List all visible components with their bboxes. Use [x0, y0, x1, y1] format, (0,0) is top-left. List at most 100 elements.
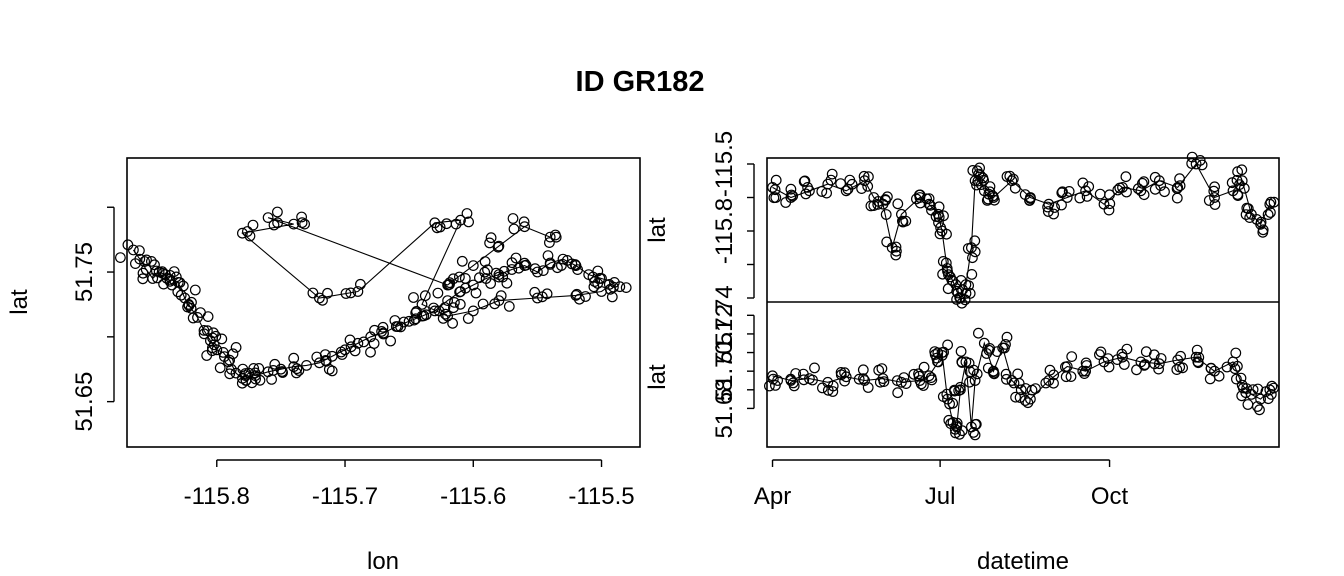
left-track-point — [114, 252, 126, 264]
right-top-series-point — [890, 249, 902, 261]
right-bottom-series-point — [1012, 368, 1024, 380]
right-top-series-point — [1255, 216, 1267, 228]
left-track-point — [596, 286, 607, 297]
right-bottom-series-point — [956, 425, 968, 437]
left-track-point — [358, 336, 370, 348]
right-x-axis: Apr Jul Oct — [754, 459, 1129, 510]
left-track-point — [174, 277, 186, 289]
left-track-point — [529, 263, 541, 275]
left-track-point — [133, 245, 145, 257]
right-x-axis-label: datetime — [977, 548, 1069, 575]
left-track-point — [214, 362, 226, 374]
right-top-series-point — [780, 197, 792, 208]
right-top-series-point — [960, 288, 972, 299]
right-top-y-axis-label: lat — [644, 217, 671, 243]
left-track-point — [272, 206, 283, 218]
left-track-point — [470, 287, 482, 299]
right-top-series-point — [1063, 185, 1075, 197]
right-top-series-point — [856, 183, 867, 195]
left-track-point — [224, 368, 236, 380]
right-top-series-point — [1196, 159, 1208, 171]
left-track-point — [230, 342, 242, 353]
right-bottom-series-point — [1153, 363, 1164, 375]
left-plot-frame — [126, 157, 641, 448]
right-top-series-point — [933, 211, 945, 223]
time-series-panel: Apr Jul Oct -115.5-115.8 51.6851.7051.7251… — [644, 131, 1280, 575]
right-top-series-point — [1234, 179, 1245, 191]
left-track-point — [223, 356, 234, 368]
right-bottom-series-point — [915, 378, 927, 390]
right-bottom-series-point — [1000, 368, 1012, 380]
right-bottom-series-point — [1148, 349, 1160, 361]
right-top-series-point — [984, 181, 996, 193]
right-top-series-point — [825, 174, 837, 186]
right-top-series-point — [967, 164, 979, 176]
right-bottom-series-point — [991, 346, 1003, 358]
left-track-point — [544, 231, 556, 243]
left-track-series — [114, 206, 632, 389]
left-track-point — [170, 271, 182, 283]
left-track-point — [403, 315, 415, 327]
right-bottom-series-point — [988, 367, 1000, 379]
right-top-series-point — [892, 198, 904, 210]
right-bottom-series-point — [1081, 360, 1092, 371]
right-bottom-series-point — [1013, 377, 1025, 389]
right-bottom-series-point — [964, 376, 975, 388]
right-bottom-series-point — [1015, 384, 1027, 396]
right-top-series-point — [1138, 176, 1150, 188]
right-bottom-series-point — [955, 346, 967, 357]
right-top-series-point — [880, 209, 892, 220]
left-track-point — [267, 365, 279, 376]
left-track-point — [182, 301, 194, 313]
left-x-tick-label: -115.8 — [184, 483, 250, 510]
left-track-point — [477, 298, 489, 310]
left-track-point — [319, 349, 331, 361]
right-bottom-series-point — [1254, 404, 1265, 416]
right-bottom-series-point — [891, 375, 903, 387]
left-track-point — [418, 310, 430, 322]
right-top-series-point — [969, 246, 981, 258]
right-top-series-point — [1007, 173, 1019, 185]
right-top-series-point — [1264, 207, 1276, 218]
right-bottom-series-point — [767, 373, 779, 385]
right-top-series-point — [1257, 226, 1269, 238]
right-bottom-series-point — [1040, 377, 1052, 389]
left-x-tick-label: -115.6 — [440, 483, 506, 510]
right-top-series-point — [1024, 194, 1035, 206]
right-top-series-point — [858, 170, 870, 182]
left-track-point — [175, 289, 187, 301]
right-top-series-point — [1081, 190, 1093, 202]
right-bottom-y-tick-label: 51.72 — [711, 304, 738, 364]
right-bottom-series-point — [1266, 380, 1278, 392]
right-x-tick-label: Oct — [1091, 483, 1129, 510]
left-track-point — [460, 282, 471, 294]
right-bottom-series-point — [1242, 399, 1254, 410]
right-bottom-series-point — [1255, 393, 1266, 405]
left-track-point — [588, 281, 600, 293]
right-bottom-series-point — [1044, 364, 1056, 376]
right-bottom-series-point — [1241, 383, 1252, 395]
left-track-point — [288, 218, 300, 230]
figure-title: ID GR182 — [576, 66, 705, 98]
left-track-point — [449, 297, 460, 308]
left-track-point — [479, 256, 491, 268]
right-bottom-series-point — [839, 367, 850, 379]
right-top-series-point — [1120, 171, 1132, 183]
left-track-point — [448, 302, 459, 314]
right-top-series-point — [802, 181, 813, 193]
right-top-series-point — [978, 174, 989, 186]
right-bottom-series-point — [892, 387, 904, 399]
right-bottom-series-point — [1078, 368, 1090, 380]
left-track-point — [614, 281, 626, 293]
right-bottom-series-point — [1240, 387, 1252, 399]
right-top-y-tick-label: -115.8 — [711, 198, 738, 264]
left-track-point — [227, 348, 239, 360]
left-x-axis: -115.8 -115.7 -115.6 -115.5 — [184, 459, 635, 510]
right-bottom-series-point — [1030, 383, 1041, 395]
left-track-point — [365, 331, 377, 343]
left-track-point — [432, 287, 444, 299]
right-top-series-point — [1203, 195, 1215, 206]
left-track-point — [139, 256, 151, 267]
left-track-point — [291, 367, 302, 379]
